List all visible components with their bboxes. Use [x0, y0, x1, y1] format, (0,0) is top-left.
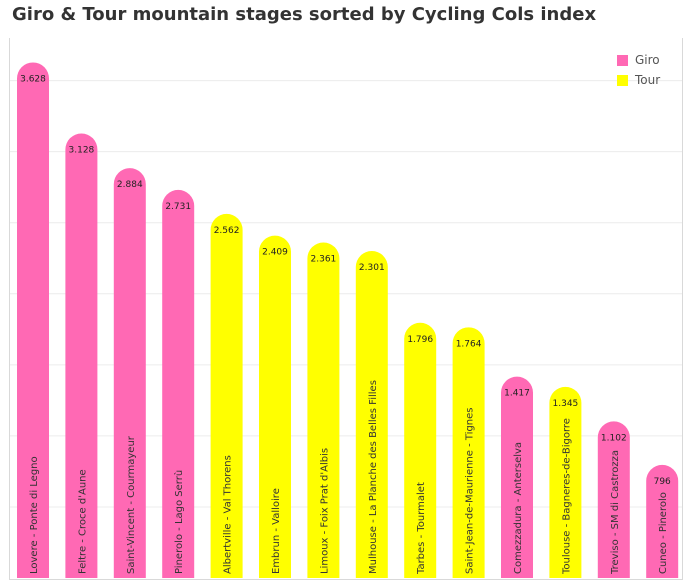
category-label: Feltre - Croce d'Aune — [77, 469, 88, 574]
category-label: Toulouse - Bagneres-de-Bigorre — [561, 418, 572, 575]
bar[interactable] — [17, 62, 49, 578]
chart-title: Giro & Tour mountain stages sorted by Cy… — [12, 4, 597, 25]
category-label: Saint-Vincent - Courmayeur — [126, 435, 137, 574]
legend-label-tour: Tour — [635, 73, 661, 87]
plot-frame — [9, 38, 683, 580]
bar-value-label: 1.102 — [601, 433, 627, 443]
bar[interactable] — [259, 235, 291, 578]
bar[interactable] — [597, 421, 630, 578]
bar-value-label: 2.884 — [117, 180, 143, 190]
category-label: Tarbes - Tourmalet — [416, 482, 427, 575]
bar-value-label: 2.562 — [214, 226, 240, 236]
bar-value-label: 2.731 — [165, 202, 191, 212]
bar[interactable] — [404, 322, 437, 578]
category-label: Lovere - Ponte di Legno — [29, 456, 40, 574]
bar-value-label: 796 — [654, 477, 671, 487]
bar-group[interactable]: 1.417 Comezzadura - Anterselva — [501, 376, 533, 578]
bar[interactable] — [452, 327, 485, 578]
legend-label-giro: Giro — [635, 53, 660, 67]
bar[interactable] — [549, 386, 582, 578]
bar[interactable] — [113, 168, 146, 578]
bar-group[interactable]: 2.731 Pinerolo - Lago Serrù — [162, 189, 195, 578]
bar-value-label: 1.796 — [407, 335, 433, 345]
bar-group[interactable]: 1.102 Treviso - SM di Castrozza — [597, 421, 630, 578]
bar-group[interactable]: 2.884 Saint-Vincent - Courmayeur — [113, 168, 146, 578]
bar[interactable] — [162, 189, 195, 578]
category-label: Albertville - Val Thorens — [223, 455, 234, 574]
category-label: Comezzadura - Anterselva — [513, 442, 524, 574]
bar-value-label: 3.628 — [20, 74, 46, 84]
legend-swatch-giro — [617, 54, 628, 66]
bar-group[interactable]: 2.301 Mulhouse - La Planche des Belles Fi… — [355, 251, 388, 578]
bar[interactable] — [65, 133, 98, 578]
bar-group[interactable]: 1.764 Saint-Jean-de-Maurienne - Tignes — [452, 327, 485, 578]
category-label: Mulhouse - La Planche des Belles Filles — [368, 380, 379, 574]
category-label: Embrun - Valloire — [271, 488, 282, 574]
bar[interactable] — [210, 213, 243, 578]
bar-group[interactable]: 1.796 Tarbes - Tourmalet — [404, 322, 437, 578]
bar-group[interactable]: 796 Cuneo - Pinerolo — [646, 464, 679, 578]
bar-group[interactable]: 2.409 Embrun - Valloire — [259, 235, 291, 578]
bar-value-label: 1.764 — [456, 339, 482, 349]
bar-group[interactable]: 1.345 Toulouse - Bagneres-de-Bigorre — [549, 386, 582, 578]
bar[interactable] — [646, 464, 679, 578]
bar-value-label: 2.409 — [262, 248, 288, 258]
legend: Giro Tour — [617, 50, 660, 90]
bar-value-label: 1.345 — [553, 399, 579, 409]
bar[interactable] — [501, 376, 533, 578]
bar[interactable] — [355, 251, 388, 578]
bar-value-label: 3.128 — [69, 145, 95, 155]
category-label: Saint-Jean-de-Maurienne - Tignes — [465, 407, 476, 574]
bar-value-label: 1.417 — [504, 389, 530, 399]
category-label: Pinerolo - Lago Serrù — [173, 470, 185, 574]
legend-swatch-tour — [617, 74, 628, 86]
bar-group[interactable]: 2.562 Albertville - Val Thorens — [210, 213, 243, 578]
category-label: Treviso - SM di Castrozza — [610, 450, 621, 575]
bar-group[interactable]: 2.361 Limoux - Foix Prat d'Albis — [307, 242, 340, 578]
legend-item-giro[interactable]: Giro — [617, 50, 660, 70]
bar-value-label: 2.301 — [359, 263, 385, 273]
category-label: Limoux - Foix Prat d'Albis — [319, 448, 330, 574]
category-label: Cuneo - Pinerolo — [658, 492, 669, 574]
bar-value-label: 2.361 — [311, 254, 337, 264]
bar-group[interactable]: 3.628 Lovere - Ponte di Legno — [17, 62, 49, 578]
legend-item-tour[interactable]: Tour — [617, 70, 660, 90]
bar[interactable] — [307, 242, 340, 578]
bar-group[interactable]: 3.128 Feltre - Croce d'Aune — [65, 133, 98, 578]
